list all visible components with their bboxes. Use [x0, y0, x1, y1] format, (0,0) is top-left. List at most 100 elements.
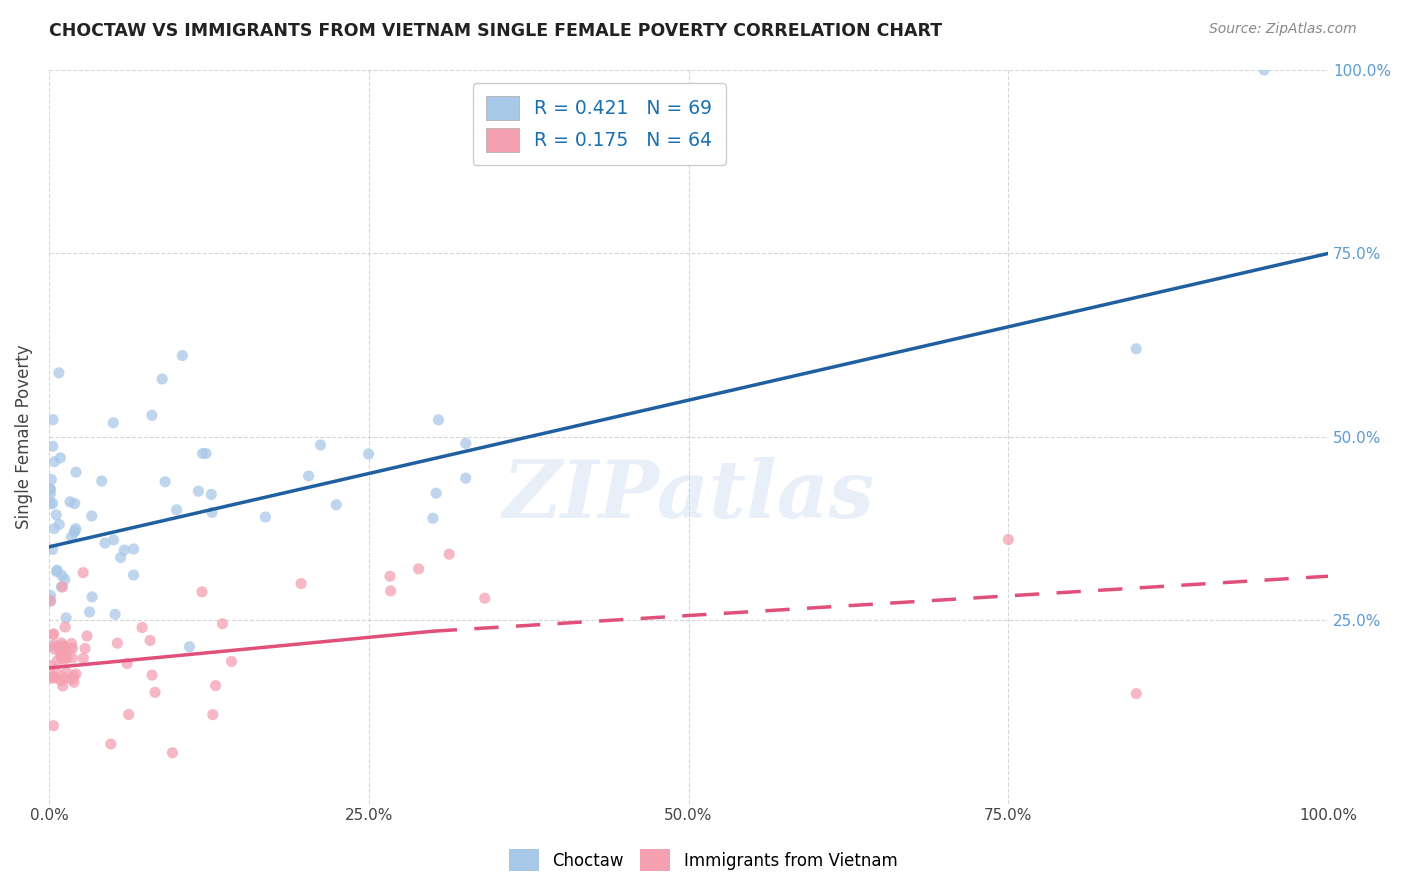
- Point: [51, 648, 73, 663]
- Point: [51, 580, 73, 594]
- Point: [63, 675, 86, 690]
- Point: [39, 483, 62, 497]
- Point: [42, 627, 65, 641]
- Point: [39, 594, 62, 608]
- Point: [139, 633, 162, 648]
- Point: [53, 573, 76, 587]
- Point: [112, 543, 135, 558]
- Point: [55, 644, 77, 658]
- Point: [454, 471, 477, 485]
- Point: [408, 562, 430, 576]
- Point: [53, 652, 76, 666]
- Point: [45, 565, 67, 579]
- Point: [63, 524, 86, 538]
- Point: [221, 655, 243, 669]
- Point: [309, 438, 332, 452]
- Point: [48, 640, 70, 655]
- Point: [80, 508, 103, 523]
- Point: [162, 746, 184, 760]
- Point: [427, 413, 450, 427]
- Point: [1125, 687, 1147, 701]
- Point: [325, 498, 347, 512]
- Point: [48, 517, 70, 532]
- Point: [143, 685, 166, 699]
- Point: [211, 616, 233, 631]
- Point: [76, 629, 98, 643]
- Point: [141, 668, 163, 682]
- Point: [425, 486, 447, 500]
- Point: [997, 533, 1019, 547]
- Point: [60, 651, 83, 665]
- Point: [437, 547, 460, 561]
- Point: [65, 522, 87, 536]
- Point: [191, 446, 214, 460]
- Point: [45, 508, 67, 522]
- Point: [79, 605, 101, 619]
- Point: [39, 497, 62, 511]
- Point: [187, 484, 209, 499]
- Point: [72, 651, 94, 665]
- Point: [55, 665, 77, 680]
- Text: ZIPatlas: ZIPatlas: [502, 457, 875, 534]
- Point: [39, 589, 62, 603]
- Point: [42, 627, 65, 641]
- Point: [254, 510, 277, 524]
- Point: [1125, 342, 1147, 356]
- Point: [179, 640, 201, 654]
- Point: [100, 737, 122, 751]
- Point: [46, 666, 69, 681]
- Point: [422, 511, 444, 525]
- Point: [52, 640, 75, 654]
- Text: CHOCTAW VS IMMIGRANTS FROM VIETNAM SINGLE FEMALE POVERTY CORRELATION CHART: CHOCTAW VS IMMIGRANTS FROM VIETNAM SINGL…: [49, 22, 942, 40]
- Point: [62, 641, 84, 656]
- Point: [378, 569, 401, 583]
- Point: [122, 568, 145, 582]
- Point: [118, 707, 141, 722]
- Point: [141, 409, 163, 423]
- Point: [201, 505, 224, 519]
- Point: [63, 497, 86, 511]
- Point: [59, 641, 82, 656]
- Point: [41, 669, 63, 683]
- Y-axis label: Single Female Poverty: Single Female Poverty: [15, 344, 32, 529]
- Point: [115, 657, 138, 671]
- Point: [63, 524, 86, 539]
- Point: [60, 636, 83, 650]
- Point: [51, 636, 73, 650]
- Point: [73, 641, 96, 656]
- Point: [474, 591, 496, 606]
- Point: [41, 542, 63, 557]
- Point: [122, 541, 145, 556]
- Point: [150, 372, 173, 386]
- Point: [103, 533, 125, 547]
- Point: [104, 607, 127, 622]
- Point: [53, 620, 76, 634]
- Point: [72, 566, 94, 580]
- Text: Source: ZipAtlas.com: Source: ZipAtlas.com: [1209, 22, 1357, 37]
- Point: [39, 639, 62, 653]
- Point: [39, 593, 62, 607]
- Point: [110, 550, 132, 565]
- Point: [191, 585, 214, 599]
- Point: [39, 482, 62, 496]
- Point: [290, 576, 312, 591]
- Point: [55, 671, 77, 685]
- Point: [44, 642, 66, 657]
- Point: [46, 640, 69, 654]
- Point: [105, 636, 128, 650]
- Point: [51, 651, 73, 665]
- Point: [49, 648, 72, 662]
- Point: [46, 654, 69, 668]
- Point: [357, 447, 380, 461]
- Point: [39, 487, 62, 501]
- Point: [44, 522, 66, 536]
- Legend: Choctaw, Immigrants from Vietnam: Choctaw, Immigrants from Vietnam: [501, 841, 905, 880]
- Point: [380, 583, 402, 598]
- Point: [65, 465, 87, 479]
- Point: [153, 475, 176, 489]
- Point: [65, 667, 87, 681]
- Point: [49, 645, 72, 659]
- Point: [48, 366, 70, 380]
- Point: [41, 472, 63, 486]
- Point: [1253, 63, 1275, 78]
